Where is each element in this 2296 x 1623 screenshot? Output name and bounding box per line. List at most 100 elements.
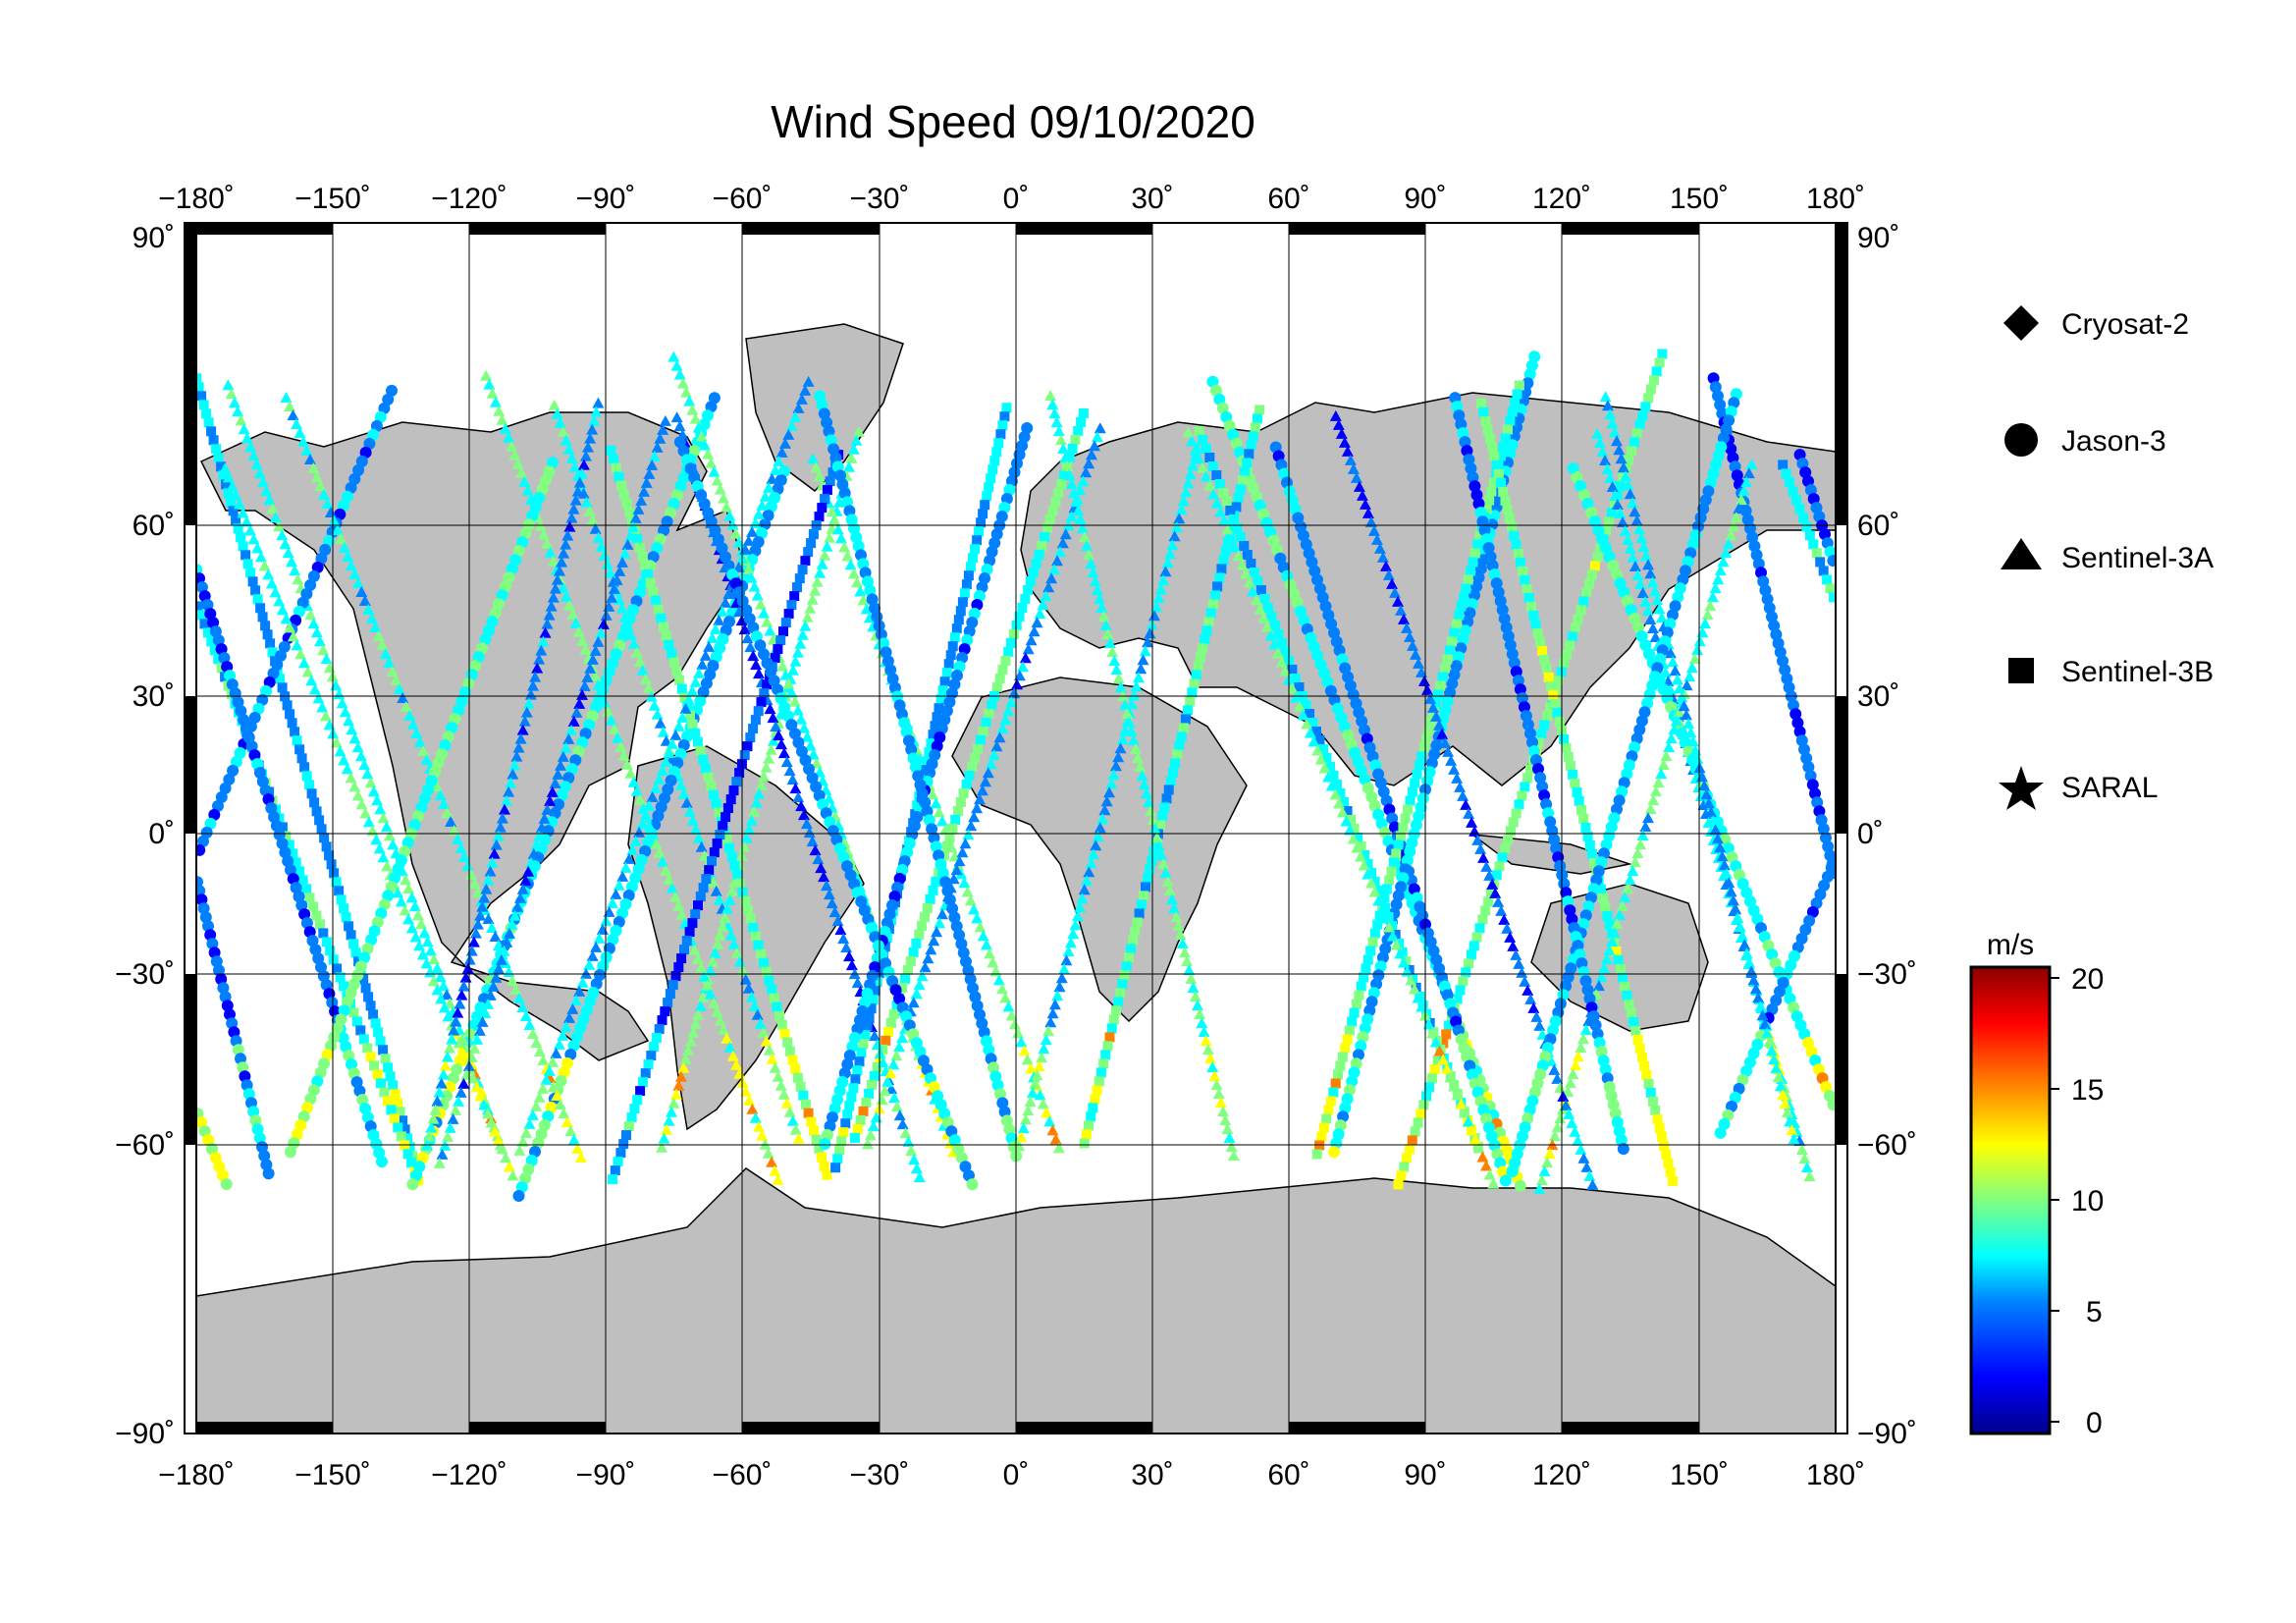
track-point bbox=[1572, 1051, 1584, 1062]
track-point bbox=[1464, 958, 1474, 969]
track-point bbox=[393, 1098, 403, 1109]
track-point bbox=[1611, 1116, 1624, 1129]
track-point bbox=[345, 772, 357, 784]
track-point bbox=[1411, 892, 1423, 904]
track-point bbox=[792, 1072, 803, 1083]
track-point bbox=[1198, 643, 1208, 654]
track-point bbox=[1359, 1022, 1371, 1035]
track-point bbox=[369, 622, 382, 632]
track-point bbox=[907, 752, 920, 765]
track-point bbox=[1031, 558, 1041, 568]
track-point bbox=[1512, 675, 1524, 687]
track-point bbox=[557, 750, 569, 762]
track-point bbox=[756, 1129, 769, 1141]
track-point bbox=[864, 1012, 875, 1023]
track-point bbox=[1180, 486, 1193, 498]
track-point bbox=[1659, 667, 1672, 677]
lon-tick-bottom: 150˚ bbox=[1670, 1459, 1729, 1491]
track-point bbox=[843, 1050, 856, 1061]
track-point bbox=[1758, 931, 1771, 944]
track-point bbox=[498, 945, 510, 956]
track-point bbox=[1090, 1094, 1100, 1105]
track-point bbox=[1366, 750, 1379, 763]
track-point bbox=[1217, 1106, 1229, 1117]
track-point bbox=[1747, 974, 1760, 986]
track-point bbox=[429, 1104, 442, 1115]
track-point bbox=[1725, 529, 1737, 541]
track-point bbox=[489, 1125, 502, 1137]
track-point bbox=[1774, 646, 1787, 659]
track-point bbox=[748, 724, 759, 734]
track-point bbox=[1804, 770, 1817, 783]
track-point bbox=[886, 899, 898, 911]
track-point bbox=[201, 599, 214, 612]
track-point bbox=[1321, 676, 1334, 688]
track-point bbox=[1311, 649, 1324, 662]
track-point bbox=[565, 512, 578, 523]
track-point bbox=[1487, 1177, 1500, 1189]
track-point bbox=[721, 1032, 733, 1044]
track-point bbox=[1037, 599, 1049, 611]
track-point bbox=[1735, 494, 1747, 506]
track-point bbox=[1311, 573, 1323, 586]
track-point bbox=[1453, 651, 1466, 664]
track-point bbox=[1561, 742, 1572, 753]
track-point bbox=[1269, 621, 1280, 630]
track-point bbox=[334, 886, 345, 896]
track-point bbox=[618, 547, 631, 559]
track-point bbox=[1316, 1131, 1327, 1142]
track-point bbox=[540, 474, 552, 487]
track-point bbox=[1123, 952, 1134, 963]
track-point bbox=[651, 595, 661, 606]
track-point bbox=[1532, 763, 1544, 776]
track-point bbox=[950, 864, 963, 876]
track-point bbox=[444, 998, 456, 1009]
track-point bbox=[696, 658, 709, 670]
track-point bbox=[1415, 666, 1427, 677]
track-point bbox=[1647, 794, 1660, 806]
track-point bbox=[769, 492, 781, 504]
track-point bbox=[1046, 399, 1059, 410]
track-point bbox=[639, 845, 652, 857]
track-point bbox=[1480, 860, 1493, 872]
track-point bbox=[321, 1049, 334, 1061]
track-point bbox=[665, 775, 677, 786]
track-point bbox=[1390, 898, 1403, 911]
track-point bbox=[875, 628, 887, 641]
track-point bbox=[1053, 981, 1066, 993]
track-point bbox=[1539, 720, 1550, 730]
track-point bbox=[304, 893, 315, 903]
track-point bbox=[1338, 720, 1351, 732]
track-point bbox=[1480, 415, 1491, 426]
track-point bbox=[400, 701, 412, 712]
track-point bbox=[1145, 864, 1155, 875]
track-point bbox=[648, 586, 659, 597]
track-point bbox=[196, 601, 203, 612]
track-point bbox=[270, 820, 283, 833]
track-point bbox=[988, 1061, 999, 1074]
track-point bbox=[846, 1041, 859, 1053]
track-point bbox=[1344, 824, 1356, 836]
track-point bbox=[959, 838, 972, 849]
track-point bbox=[1677, 573, 1689, 586]
track-point bbox=[235, 705, 247, 718]
track-point bbox=[482, 913, 495, 924]
track-point bbox=[556, 556, 568, 568]
track-point bbox=[1526, 601, 1536, 612]
track-point bbox=[213, 654, 224, 665]
track-point bbox=[1254, 499, 1266, 512]
track-point bbox=[1092, 831, 1104, 842]
track-point bbox=[437, 1068, 450, 1080]
track-point bbox=[506, 440, 518, 452]
track-point bbox=[1615, 963, 1626, 974]
track-point bbox=[1633, 724, 1646, 736]
track-point bbox=[1480, 1112, 1493, 1125]
track-point bbox=[441, 807, 454, 818]
track-point bbox=[818, 871, 830, 883]
track-point bbox=[242, 731, 255, 744]
track-point bbox=[227, 764, 240, 777]
track-point bbox=[1586, 1178, 1599, 1190]
track-point bbox=[975, 734, 986, 745]
track-point bbox=[850, 434, 863, 446]
